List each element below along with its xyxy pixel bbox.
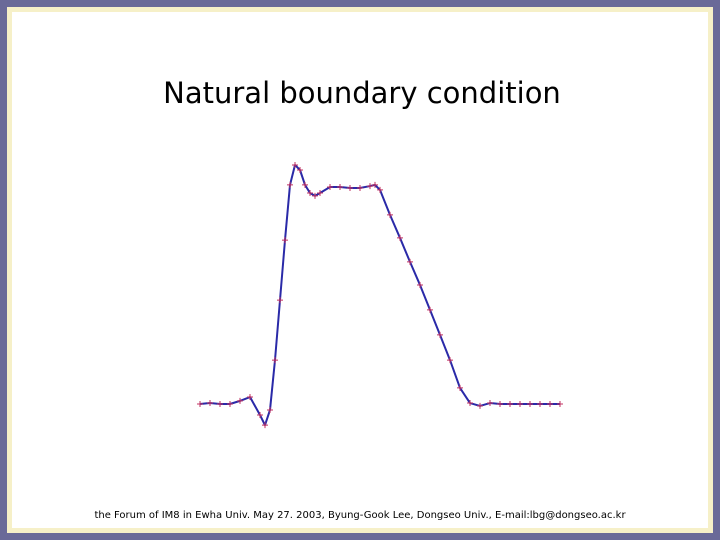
chart-title: Natural boundary condition	[163, 76, 561, 110]
marker	[272, 357, 278, 364]
marker	[507, 401, 513, 407]
marker	[497, 401, 503, 407]
marker	[372, 181, 378, 188]
marker	[337, 184, 343, 191]
marker	[447, 357, 453, 364]
marker	[217, 401, 223, 407]
marker	[297, 167, 303, 173]
marker	[257, 412, 263, 419]
marker	[357, 185, 363, 191]
marker	[537, 401, 543, 407]
marker	[327, 184, 333, 191]
marker	[397, 234, 403, 241]
marker	[197, 401, 203, 407]
marker	[307, 190, 313, 197]
marker	[417, 281, 423, 288]
marker	[227, 401, 233, 407]
marker	[237, 397, 243, 404]
marker	[407, 258, 413, 265]
marker	[317, 190, 323, 197]
marker	[527, 401, 533, 407]
marker	[427, 306, 433, 313]
marker	[247, 394, 253, 401]
marker	[287, 181, 293, 188]
marker	[262, 422, 268, 429]
marker	[437, 331, 443, 338]
marker	[457, 384, 463, 391]
marker	[377, 186, 383, 193]
marker	[387, 211, 393, 218]
slide-body	[12, 12, 708, 528]
marker	[347, 185, 353, 191]
marker	[292, 161, 298, 168]
marker	[517, 401, 523, 407]
marker	[302, 181, 308, 188]
marker	[487, 400, 493, 407]
marker	[557, 401, 563, 407]
marker	[477, 402, 483, 409]
marker	[547, 401, 553, 407]
marker	[467, 400, 473, 407]
marker	[312, 192, 318, 199]
marker	[207, 400, 213, 407]
marker	[277, 297, 283, 304]
marker	[282, 237, 288, 244]
marker	[367, 183, 373, 190]
footer: the Forum of IM8 in Ewha Univ. May 27. 2…	[94, 510, 626, 521]
marker	[267, 407, 273, 413]
